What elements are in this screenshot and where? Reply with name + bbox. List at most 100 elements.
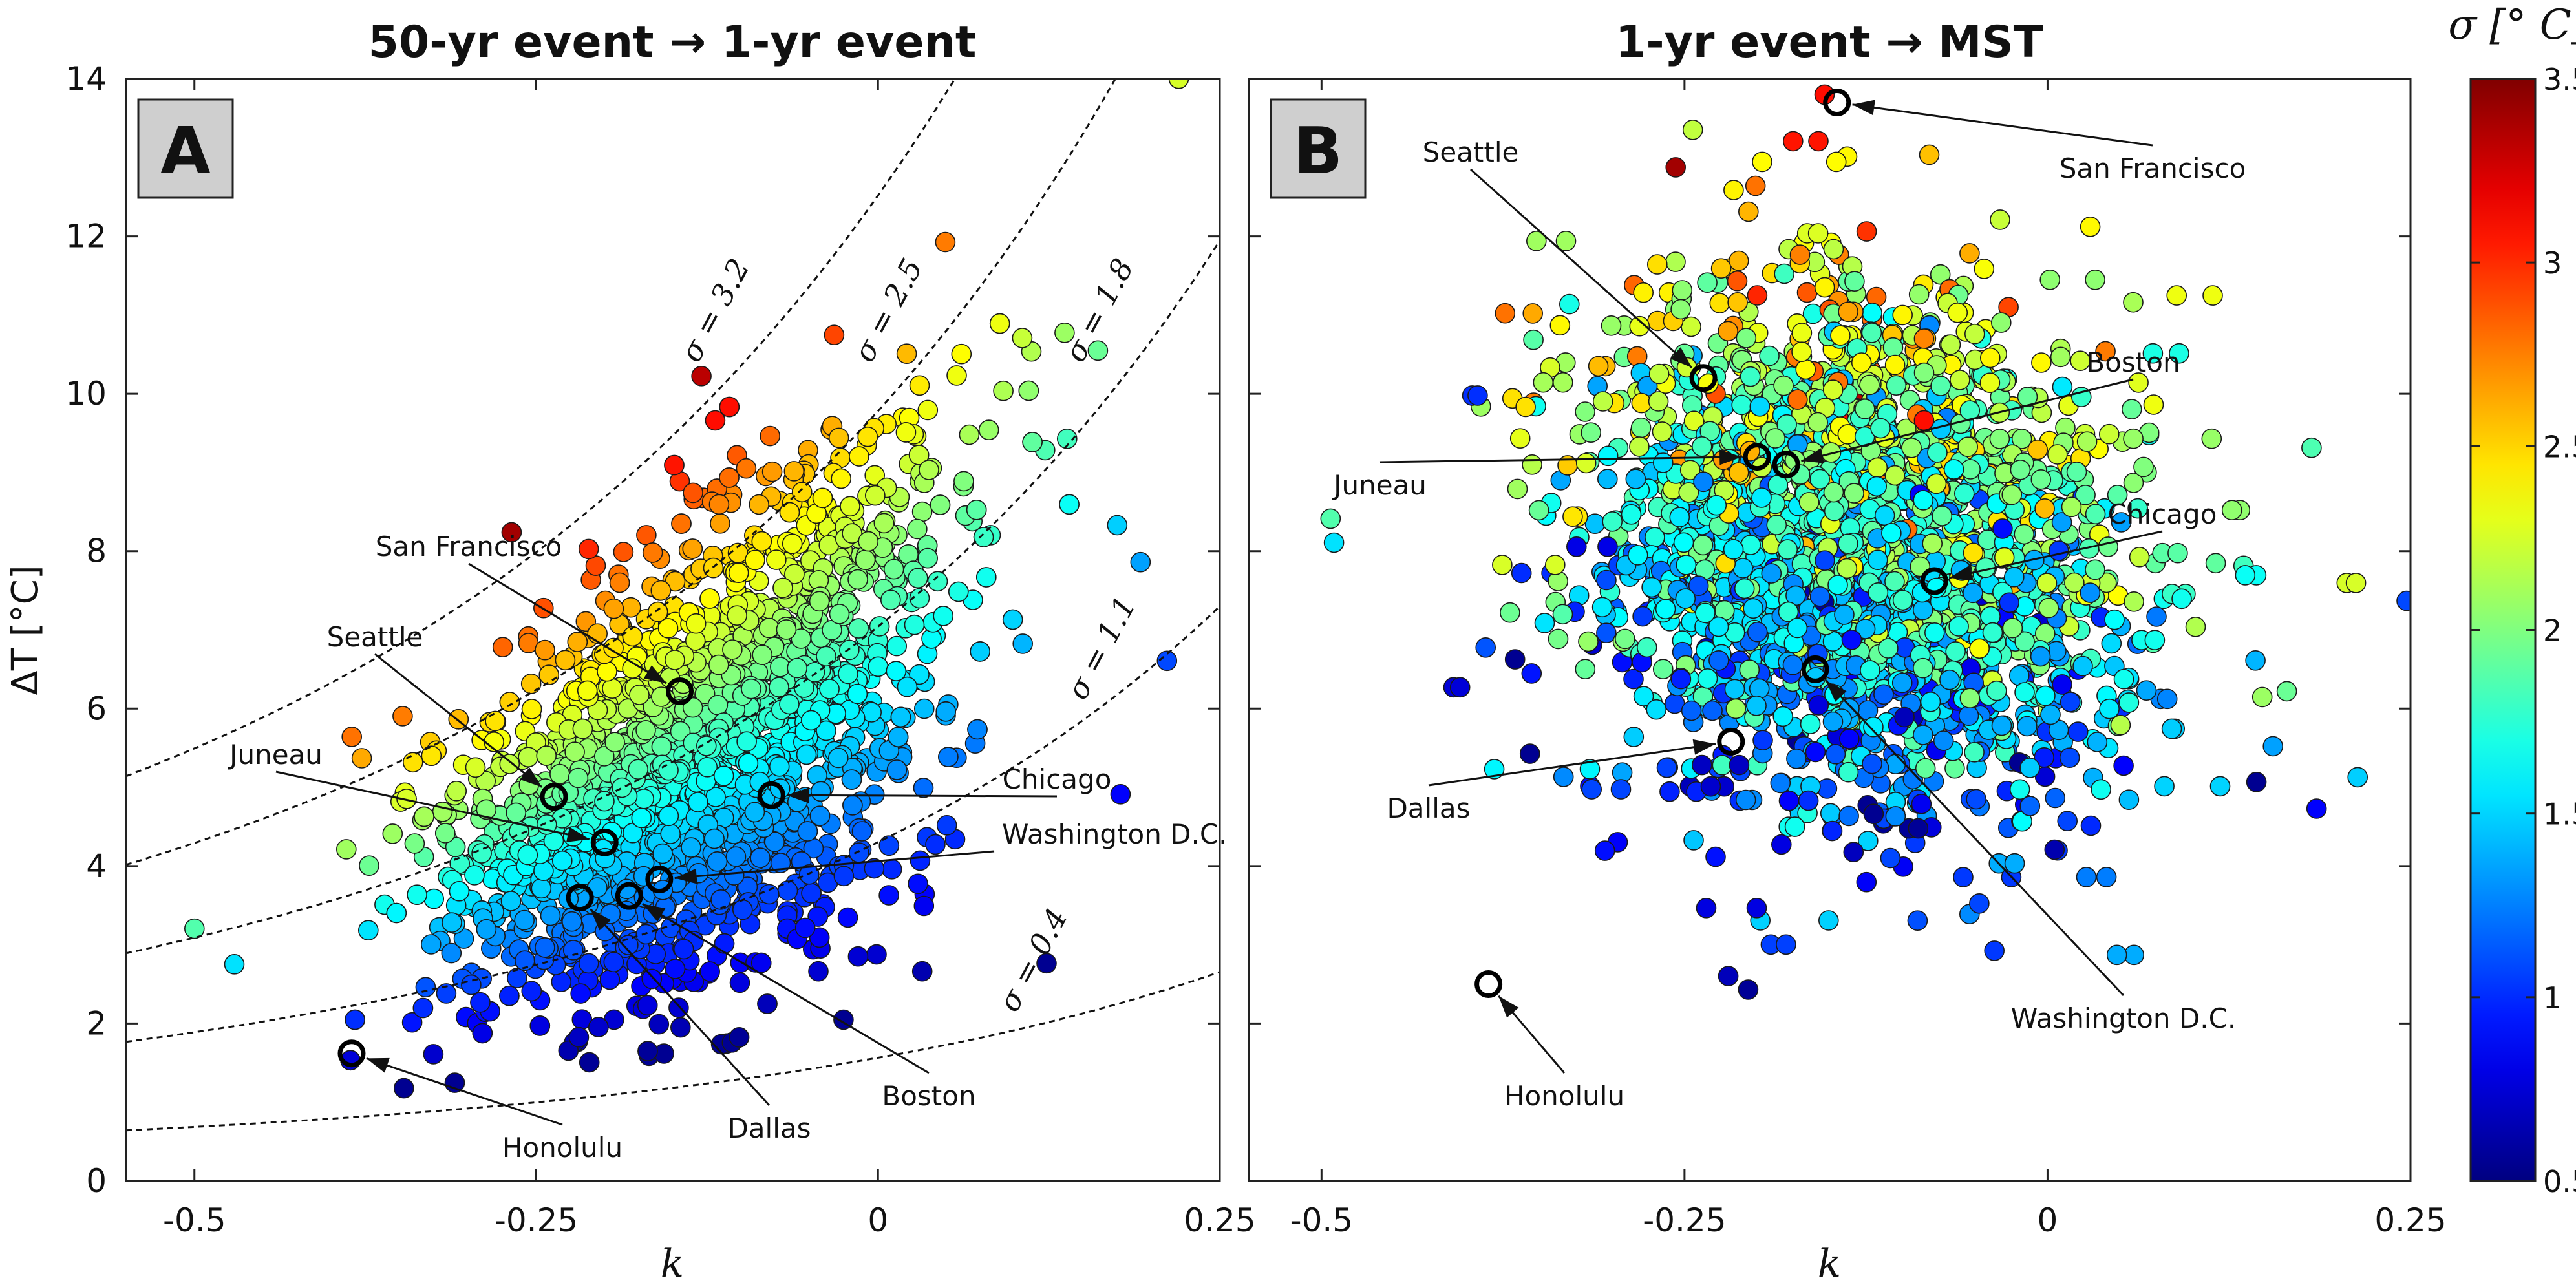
- scatter-point: [2059, 747, 2080, 768]
- scatter-point: [976, 567, 997, 588]
- scatter-point: [1549, 315, 1571, 336]
- scatter-point: [811, 781, 831, 802]
- scatter-point: [1727, 292, 1748, 313]
- scatter-point: [1796, 282, 1818, 303]
- scatter-point: [831, 468, 851, 489]
- scatter-point: [878, 835, 900, 856]
- city-label: Honolulu: [502, 1132, 623, 1163]
- scatter-point: [2104, 609, 2125, 630]
- scatter-point: [579, 1052, 600, 1073]
- city-marker: [757, 781, 785, 809]
- scatter-point: [1652, 421, 1673, 442]
- scatter-point: [1746, 696, 1767, 716]
- scatter-point: [1885, 754, 1906, 774]
- scatter-point: [2045, 787, 2066, 809]
- city-marker: [645, 866, 674, 894]
- scatter-point: [500, 891, 522, 911]
- scatter-point: [2118, 789, 2140, 810]
- scatter-point: [535, 937, 555, 958]
- scatter-point: [1592, 391, 1613, 412]
- scatter-point: [704, 828, 725, 849]
- scatter-point: [2017, 387, 2038, 407]
- scatter-point: [1057, 428, 1078, 449]
- scatter-point: [978, 419, 999, 441]
- scatter-point: [514, 909, 535, 931]
- scatter-point: [1969, 893, 1990, 914]
- panel-a-label: A: [160, 113, 210, 189]
- scatter-point: [535, 639, 555, 661]
- scatter-point: [629, 685, 650, 705]
- scatter-point: [415, 977, 436, 998]
- scatter-point: [1631, 392, 1652, 414]
- scatter-point: [736, 731, 757, 752]
- city-marker: [337, 1039, 366, 1068]
- scatter-point: [757, 993, 778, 1014]
- scatter-point: [476, 919, 497, 940]
- scatter-point: [749, 494, 769, 515]
- scatter-point: [699, 588, 720, 609]
- scatter-point: [665, 571, 686, 592]
- scatter-point: [911, 501, 933, 522]
- scatter-point: [1578, 631, 1599, 652]
- scatter-point: [736, 458, 757, 479]
- scatter-point: [401, 1012, 423, 1033]
- scatter-point: [2107, 484, 2128, 505]
- scatter-point: [1919, 144, 1940, 165]
- scatter-point: [423, 888, 445, 909]
- scatter-point: [828, 427, 849, 449]
- scatter-point: [770, 853, 791, 873]
- scatter-point: [492, 637, 513, 658]
- scatter-point: [809, 927, 830, 948]
- scatter-point: [446, 781, 467, 802]
- scatter-point: [1892, 304, 1913, 326]
- scatter-point: [707, 851, 728, 872]
- scatter-point: [930, 494, 951, 515]
- arrow-head: [643, 665, 667, 684]
- scatter-point: [631, 807, 652, 829]
- scatter-point: [741, 678, 761, 699]
- scatter-point: [568, 767, 589, 789]
- scatter-point: [578, 538, 599, 560]
- scatter-point: [1771, 834, 1792, 855]
- scatter-point: [648, 1014, 670, 1035]
- scatter-point: [1908, 284, 1930, 305]
- scatter-point: [1168, 79, 1189, 89]
- scatter-point: [1856, 871, 1877, 893]
- scatter-point: [948, 581, 969, 602]
- scatter-point: [819, 679, 840, 699]
- scatter-point: [2143, 394, 2164, 415]
- iso-sigma-label: σ = 1.1: [1059, 590, 1143, 705]
- scatter-point: [1729, 250, 1749, 271]
- scatter-point: [1974, 259, 1995, 279]
- scatter-point: [812, 487, 833, 509]
- scatter-point: [2091, 779, 2111, 800]
- scatter-point: [713, 765, 734, 787]
- scatter-point: [1818, 910, 1839, 931]
- scatter-point: [2111, 512, 2132, 533]
- scatter-point: [1156, 650, 1178, 672]
- scatter-point: [908, 445, 930, 465]
- scatter-point: [858, 531, 878, 552]
- scatter-point: [681, 837, 701, 858]
- scatter-point: [660, 823, 681, 844]
- scatter-point: [2306, 798, 2327, 819]
- scatter-point: [1843, 842, 1864, 862]
- scatter-point: [1504, 649, 1526, 670]
- scatter-point: [658, 759, 679, 781]
- city-marker: [615, 882, 643, 910]
- scatter-point: [1511, 562, 1532, 584]
- scatter-point: [841, 769, 862, 790]
- scatter-point: [1746, 898, 1767, 919]
- scatter-point: [1059, 494, 1080, 515]
- scatter-point: [2245, 650, 2266, 671]
- scatter-point: [2080, 815, 2102, 836]
- scatter-point: [2036, 573, 2058, 593]
- scatter-point: [1984, 940, 2005, 961]
- scatter-point: [1944, 758, 1965, 779]
- scatter-point: [1553, 767, 1574, 787]
- scatter-point: [1774, 263, 1794, 284]
- scatter-point: [2095, 341, 2116, 362]
- scatter-point: [1702, 700, 1723, 721]
- scatter-point: [2019, 758, 2040, 778]
- scatter-point: [1323, 532, 1345, 553]
